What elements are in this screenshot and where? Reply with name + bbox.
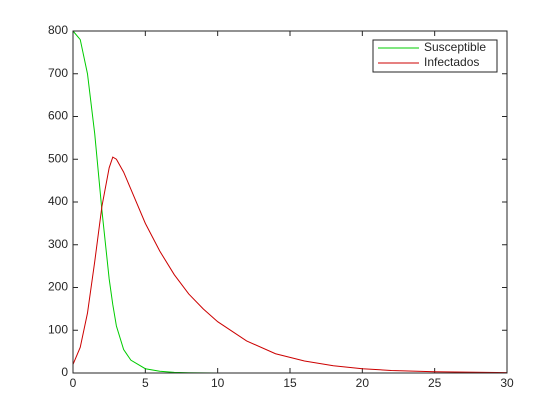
y-tick-label: 200 [48, 280, 68, 294]
x-tick-label: 25 [428, 376, 442, 390]
legend-label: Infectados [424, 55, 479, 69]
axes-box [72, 30, 508, 374]
legend-label: Susceptible [424, 40, 486, 54]
x-tick-label: 15 [283, 376, 297, 390]
y-tick-label: 700 [48, 66, 68, 80]
legend-box [372, 39, 498, 73]
x-tick-label: 30 [500, 376, 514, 390]
y-tick-label: 600 [48, 109, 68, 123]
y-tick-label: 400 [48, 194, 68, 208]
x-tick-label: 20 [356, 376, 370, 390]
x-tick-label: 5 [142, 376, 149, 390]
y-tick-label: 300 [48, 237, 68, 251]
y-tick-label: 500 [48, 151, 68, 165]
series-line [72, 156, 508, 374]
y-tick-label: 800 [48, 23, 68, 37]
x-tick-label: 10 [211, 376, 225, 390]
x-tick-label: 0 [70, 376, 77, 390]
y-tick-label: 0 [61, 365, 68, 379]
y-tick-label: 100 [48, 322, 68, 336]
